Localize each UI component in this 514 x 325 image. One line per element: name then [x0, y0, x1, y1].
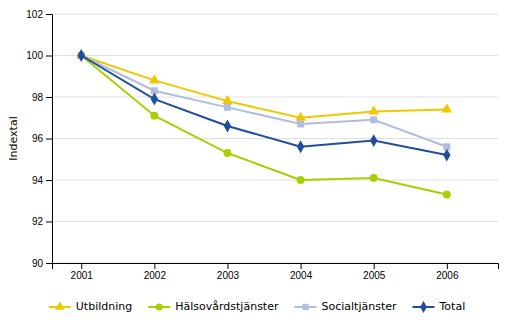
x-tick: 2006	[436, 263, 459, 281]
legend-symbol	[302, 304, 308, 310]
grid-line	[52, 97, 498, 98]
x-tick-mark	[227, 263, 228, 269]
y-tick-label: 98	[32, 92, 44, 103]
y-tick: 90	[32, 258, 52, 269]
x-tick: 2002	[144, 263, 167, 281]
legend-label: Total	[439, 300, 466, 313]
series-point	[149, 74, 160, 83]
series-line	[81, 56, 447, 118]
y-tick: 96	[32, 133, 52, 144]
legend-label: Socialtjänster	[321, 300, 397, 313]
marks	[76, 49, 452, 198]
legend-label: Hälsovårdstjänster	[175, 300, 279, 313]
series-point	[224, 149, 232, 157]
legend: Utbildning Hälsovårdstjänster Socialtjänst…	[49, 300, 465, 313]
series-point	[297, 121, 304, 128]
grid-line	[52, 180, 498, 181]
y-tick-mark	[46, 222, 52, 223]
series-point	[295, 112, 306, 121]
y-tick-mark	[46, 180, 52, 181]
chart: 2001 2002 2003 2004 2005 2006 90 92 94 96 98 100 102…	[0, 0, 514, 325]
series-point	[442, 103, 453, 112]
y-tick-label: 102	[26, 9, 43, 20]
y-tick-label: 94	[32, 175, 44, 186]
y-tick: 94	[32, 175, 52, 186]
series-point	[443, 191, 451, 199]
x-tick: 2004	[290, 263, 313, 281]
x-axis: 2001 2002 2003 2004 2005 2006	[53, 263, 499, 281]
y-tick-mark	[46, 56, 52, 57]
series-point	[224, 104, 231, 111]
x-tick-mark	[81, 263, 82, 269]
series-point	[222, 95, 233, 104]
x-axis-line	[53, 264, 499, 270]
x-tick-mark	[154, 263, 155, 269]
legend-item: Socialtjänster	[294, 300, 397, 313]
series-point	[150, 112, 158, 120]
x-tick-label: 2001	[71, 270, 94, 281]
legend-symbol	[55, 301, 65, 309]
x-tick-label: 2003	[217, 270, 240, 281]
y-axis-title: Indextal	[7, 116, 20, 160]
series-point	[368, 105, 379, 114]
y-tick: 100	[26, 50, 52, 61]
y-tick-mark	[46, 97, 52, 98]
y-tick-mark	[46, 263, 52, 264]
legend-symbol	[420, 301, 427, 313]
y-tick-label: 96	[32, 133, 44, 144]
y-tick-mark	[46, 14, 52, 15]
x-tick-label: 2002	[144, 270, 167, 281]
x-tick: 2001	[71, 263, 94, 281]
x-tick: 2005	[363, 263, 386, 281]
legend-symbol	[156, 303, 163, 310]
legend-item: Hälsovårdstjänster	[148, 300, 279, 313]
legend-item: Total	[413, 300, 466, 313]
y-tick-mark	[46, 139, 52, 140]
x-tick: 2003	[217, 263, 240, 281]
x-tick-mark	[374, 263, 375, 269]
series-line	[81, 56, 447, 195]
y-tick: 92	[32, 216, 52, 227]
series-point	[297, 176, 305, 184]
x-tick-mark	[301, 263, 302, 269]
legend-item: Utbildning	[49, 300, 132, 313]
y-axis-line	[46, 15, 53, 264]
series-line	[81, 56, 447, 156]
series-point	[443, 149, 450, 162]
x-tick-label: 2005	[363, 270, 386, 281]
plot: 2001 2002 2003 2004 2005 2006 90 92 94 96 98 100 102	[26, 9, 498, 281]
y-tick: 102	[26, 9, 52, 20]
x-tick-label: 2004	[290, 270, 313, 281]
series-line	[81, 56, 447, 147]
series-point	[78, 49, 85, 62]
x-tick-mark	[447, 263, 448, 269]
y-tick: 98	[32, 92, 52, 103]
series-point	[224, 120, 231, 133]
grid	[52, 14, 498, 263]
grid-line	[52, 221, 498, 222]
y-tick-label: 90	[32, 258, 44, 269]
series-point	[151, 93, 158, 106]
y-tick-label: 100	[26, 50, 43, 61]
grid-line	[52, 14, 498, 15]
series-point	[370, 116, 377, 123]
series-point	[370, 174, 378, 182]
series-point	[297, 140, 304, 153]
legend-label: Utbildning	[76, 300, 132, 313]
grid-line	[52, 55, 498, 56]
y-tick-label: 92	[32, 216, 44, 227]
y-axis: 90 92 94 96 98 100 102	[26, 9, 52, 269]
series-point	[370, 134, 377, 147]
x-tick-label: 2006	[436, 270, 459, 281]
